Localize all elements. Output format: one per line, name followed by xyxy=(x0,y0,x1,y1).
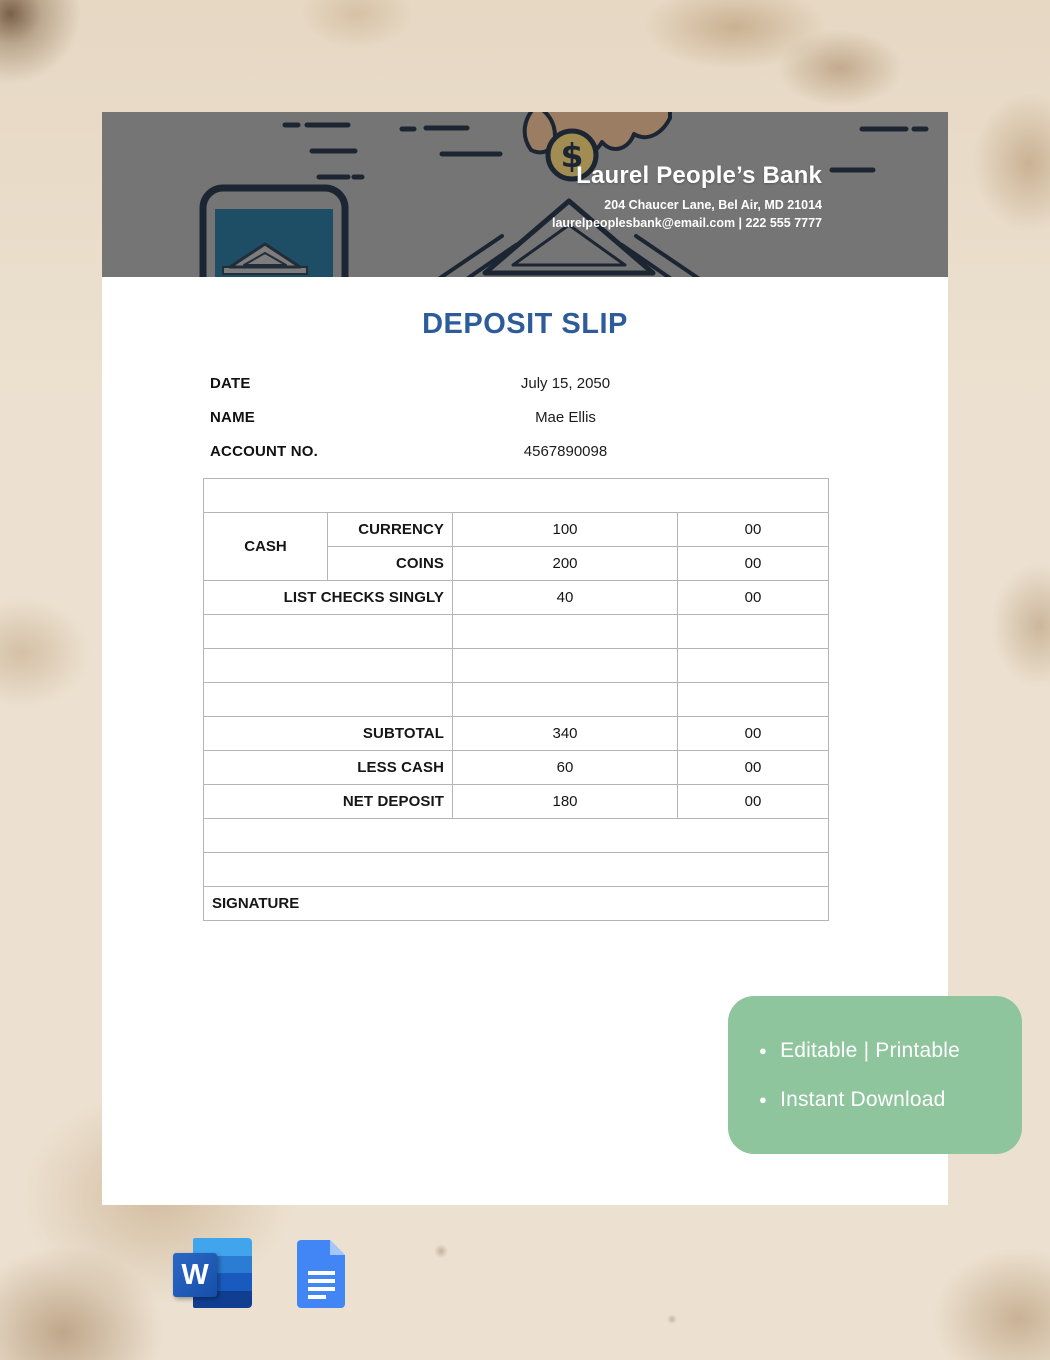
subtotal-label: SUBTOTAL xyxy=(203,716,453,751)
empty-cell xyxy=(677,614,829,649)
less-cash-cents: 00 xyxy=(677,750,829,785)
name-value: Mae Ellis xyxy=(535,408,596,426)
empty-cell xyxy=(452,614,678,649)
deposit-table: CASH CURRENCY 100 00 COINS 200 00 LIST C… xyxy=(203,478,829,921)
speed-dash-lines xyxy=(274,122,929,256)
table-row-currency: CASH CURRENCY 100 00 xyxy=(203,512,829,581)
net-deposit-label: NET DEPOSIT xyxy=(203,784,453,819)
currency-amount: 100 xyxy=(452,512,678,547)
form-row-name: NAME Mae Ellis xyxy=(203,400,828,434)
table-header-bar xyxy=(203,478,829,513)
name-label: NAME xyxy=(210,408,255,426)
empty-cell xyxy=(452,648,678,683)
less-cash-label: LESS CASH xyxy=(203,750,453,785)
table-row-signature: SIGNATURE xyxy=(203,886,829,921)
table-footer-bar xyxy=(203,818,829,853)
checks-cents: 00 xyxy=(677,580,829,615)
bank-address: 204 Chaucer Lane, Bel Air, MD 21014 xyxy=(604,198,822,212)
phone-illustration xyxy=(199,184,349,277)
page-title: DEPOSIT SLIP xyxy=(422,308,628,340)
bank-header-banner: $ Laurel People’s Bank 204 Chaucer Lane,… xyxy=(102,112,948,277)
form-row-account: ACCOUNT NO. 4567890098 xyxy=(203,434,828,468)
google-docs-icon[interactable] xyxy=(297,1240,345,1308)
signature-label: SIGNATURE xyxy=(203,886,829,921)
table-row-coins: COINS 200 00 xyxy=(204,546,829,581)
table-row-subtotal: SUBTOTAL 340 00 xyxy=(203,716,829,751)
coins-label: COINS xyxy=(327,546,453,581)
badge-item-editable-printable: ● Editable | Printable xyxy=(759,1039,1022,1063)
empty-cell xyxy=(203,852,829,887)
navy-divider-bar-bottom xyxy=(203,818,829,853)
table-row-less-cash: LESS CASH 60 00 xyxy=(203,750,829,785)
empty-cell xyxy=(677,648,829,683)
coins-cents: 00 xyxy=(677,546,829,581)
coin-icon xyxy=(545,128,599,182)
account-no-label: ACCOUNT NO. xyxy=(210,442,319,460)
subtotal-cents: 00 xyxy=(677,716,829,751)
empty-cell xyxy=(452,682,678,717)
microsoft-word-icon[interactable]: W xyxy=(173,1238,253,1308)
docs-folded-corner xyxy=(330,1240,345,1255)
cash-group-cell: CASH xyxy=(203,512,328,581)
net-deposit-amount: 180 xyxy=(452,784,678,819)
feature-badge: ● Editable | Printable ● Instant Downloa… xyxy=(728,996,1022,1154)
bullet-icon: ● xyxy=(759,1092,768,1107)
account-no-value: 4567890098 xyxy=(523,442,608,460)
badge-item-instant-download: ● Instant Download xyxy=(759,1088,1022,1112)
table-row-empty xyxy=(203,682,829,717)
bank-name: Laurel People’s Bank xyxy=(576,162,822,189)
navy-divider-bar-top xyxy=(203,478,829,513)
empty-cell xyxy=(203,648,453,683)
subtotal-amount: 340 xyxy=(452,716,678,751)
table-row-empty xyxy=(203,648,829,683)
date-label: DATE xyxy=(210,374,251,392)
empty-cell xyxy=(677,682,829,717)
checks-amount: 40 xyxy=(452,580,678,615)
dollar-sign-icon: $ xyxy=(561,136,584,175)
bullet-icon: ● xyxy=(759,1043,768,1058)
currency-label: CURRENCY xyxy=(327,512,453,547)
coins-amount: 200 xyxy=(452,546,678,581)
less-cash-amount: 60 xyxy=(452,750,678,785)
deposit-form: DATE July 15, 2050 NAME Mae Ellis ACCOUN… xyxy=(203,366,828,468)
badge-item-label: Instant Download xyxy=(780,1087,946,1111)
bank-illustration: $ xyxy=(199,112,929,277)
hand-coin-illustration: $ xyxy=(522,112,672,182)
empty-cell xyxy=(203,614,453,649)
table-row-checks: LIST CHECKS SINGLY 40 00 xyxy=(203,580,829,615)
net-deposit-cents: 00 xyxy=(677,784,829,819)
word-letter-badge: W xyxy=(173,1253,217,1297)
bank-info-block: Laurel People’s Bank 204 Chaucer Lane, B… xyxy=(552,162,822,230)
bank-building-illustration xyxy=(438,198,700,277)
list-checks-label: LIST CHECKS SINGLY xyxy=(203,580,453,615)
docs-text-lines xyxy=(308,1271,335,1303)
table-row-blank xyxy=(203,852,829,887)
date-value: July 15, 2050 xyxy=(520,374,611,392)
table-row-empty xyxy=(203,614,829,649)
form-row-date: DATE July 15, 2050 xyxy=(203,366,828,400)
empty-cell xyxy=(203,682,453,717)
bank-contact: laurelpeoplesbank@email.com | 222 555 77… xyxy=(552,216,822,230)
table-row-net-deposit: NET DEPOSIT 180 00 xyxy=(203,784,829,819)
currency-cents: 00 xyxy=(677,512,829,547)
deposit-slip-page: $ Laurel People’s Bank 204 Chaucer Lane,… xyxy=(102,112,948,1205)
badge-item-label: Editable | Printable xyxy=(780,1038,960,1062)
